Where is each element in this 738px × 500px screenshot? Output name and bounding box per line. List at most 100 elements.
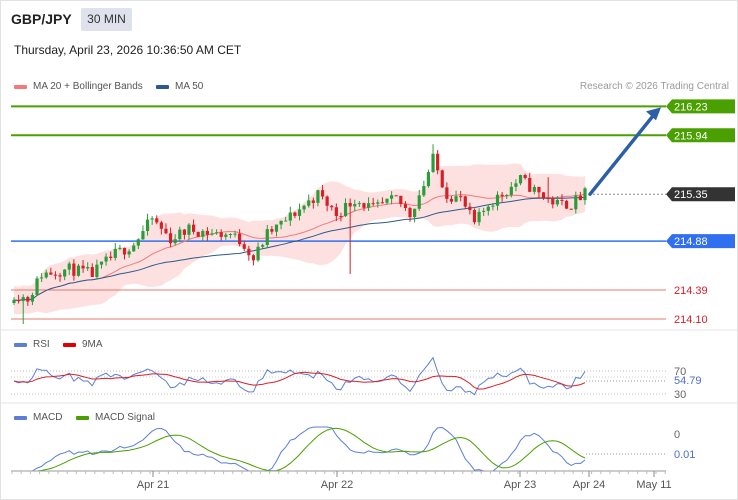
candle-body <box>17 299 21 302</box>
candle-body <box>215 232 219 234</box>
candle-body <box>150 218 154 220</box>
candle-body <box>168 233 173 244</box>
candle-body <box>191 224 196 232</box>
candle-body <box>505 194 509 197</box>
candle-body <box>357 203 361 205</box>
macd-value-label: 0.01 <box>674 449 695 461</box>
candle-body <box>486 206 490 211</box>
legend-ma50: MA 50 <box>156 81 203 92</box>
ma50-line <box>13 196 586 302</box>
candle-body <box>122 247 127 255</box>
candle-body <box>274 224 279 232</box>
candle-body <box>21 297 25 302</box>
candle-body <box>551 198 555 205</box>
candle-body <box>532 186 536 192</box>
candle-body <box>403 204 408 209</box>
candle-body <box>334 207 338 217</box>
price-level-tag <box>666 128 735 143</box>
candle-body <box>408 208 412 218</box>
candle-body <box>279 220 283 225</box>
legend-swatch <box>63 342 76 347</box>
time-axis-label: May 11 <box>636 479 671 491</box>
candle-body <box>30 294 35 302</box>
candle-body <box>67 263 71 270</box>
legend-swatch <box>14 415 27 420</box>
candle-body <box>583 188 587 201</box>
candle-body <box>495 194 500 206</box>
projection-arrow-line <box>588 111 657 196</box>
projection-arrow-layer <box>588 107 661 196</box>
candle-body <box>316 190 320 203</box>
candle-body <box>265 229 269 246</box>
candle-body <box>445 187 449 199</box>
candle-body <box>40 277 44 279</box>
timeframe-button[interactable]: 30 MIN <box>81 8 132 31</box>
candle-body <box>353 204 357 207</box>
candle-body <box>541 192 546 198</box>
candle-body <box>49 272 53 275</box>
legend-swatch <box>14 342 27 347</box>
candle-body <box>201 230 205 237</box>
candle-body <box>187 224 191 235</box>
candle-body <box>251 255 256 261</box>
candle-body <box>330 205 334 208</box>
rsi-9ma-line <box>13 371 586 390</box>
candle-body <box>63 269 67 277</box>
price-levels-layer: 216.23 215.94 215.35 214.88 214.39 214.10 <box>11 99 735 326</box>
candle-body <box>219 232 223 237</box>
time-axis-label: Apr 24 <box>573 479 605 491</box>
candle-body <box>339 216 343 218</box>
candle-body <box>76 265 81 276</box>
time-axis-label: Apr 23 <box>504 479 536 491</box>
candle-body <box>58 275 62 277</box>
candle-body <box>413 208 417 218</box>
candles-layer <box>12 144 587 324</box>
candle-body <box>366 203 371 208</box>
candle-body <box>86 267 90 269</box>
candle-body <box>302 205 306 210</box>
candle-body <box>210 233 214 235</box>
candle-body <box>53 274 58 276</box>
legend-macd-signal: MACD Signal <box>76 412 155 423</box>
candle-body <box>247 248 251 256</box>
price-level-tag <box>666 234 735 249</box>
candle-body <box>109 256 113 258</box>
candle-body <box>182 229 186 235</box>
legend-label: MA 50 <box>175 81 204 92</box>
moving-averages-layer <box>13 193 586 302</box>
candle-body <box>380 202 384 204</box>
candle-body <box>224 234 228 237</box>
candle-body <box>104 256 108 262</box>
candle-body <box>537 186 541 193</box>
price-level-label: 216.23 <box>674 101 708 113</box>
candle-body <box>155 218 159 223</box>
candle-body <box>145 219 150 232</box>
candle-body <box>238 233 242 245</box>
candle-body <box>569 208 573 210</box>
candle-body <box>555 199 559 205</box>
candle-body <box>99 261 104 265</box>
candle-body <box>417 195 421 209</box>
candle-body <box>426 172 431 187</box>
candle-body <box>136 239 140 246</box>
candle-body <box>233 233 237 235</box>
candle-body <box>178 229 182 240</box>
ma20-line <box>13 193 586 302</box>
candle-body <box>578 195 582 201</box>
candle-body <box>422 186 426 196</box>
rsi-panel: 70 30 54.79 <box>11 356 702 401</box>
legend-swatch <box>156 84 169 89</box>
candle-body <box>311 200 315 203</box>
candle-body <box>141 231 145 240</box>
rsi-value-label: 54.79 <box>674 375 702 387</box>
candle-body <box>518 175 523 184</box>
candle-body <box>343 202 348 217</box>
candle-body <box>297 209 302 216</box>
candle-body <box>399 195 403 205</box>
candle-body <box>164 228 168 234</box>
candle-body <box>284 220 288 222</box>
candle-body <box>325 196 329 206</box>
candle-body <box>35 278 39 295</box>
